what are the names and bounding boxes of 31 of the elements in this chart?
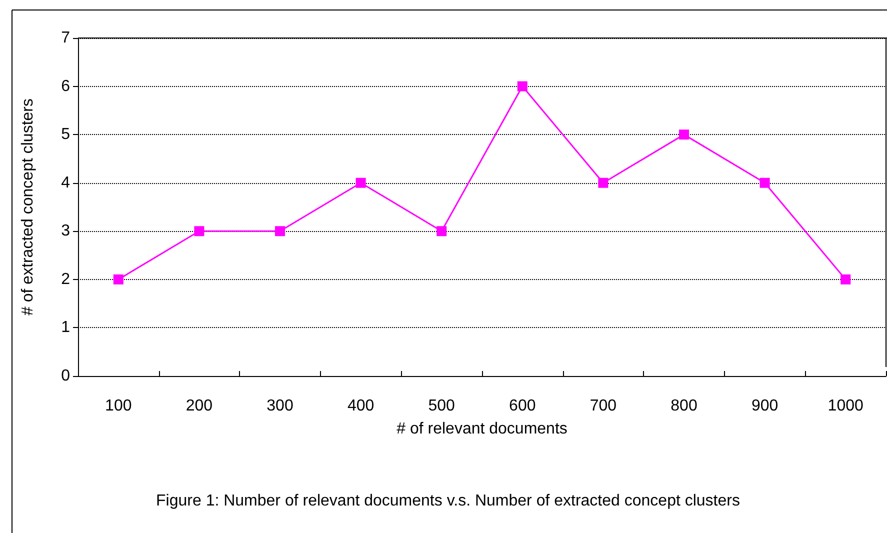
- x-tick-label: 800: [670, 398, 698, 414]
- point: [436, 226, 447, 236]
- x-axis-title: # of relevant documents: [396, 420, 568, 438]
- point: [275, 226, 285, 236]
- point: [598, 178, 608, 188]
- x-tick-label: 400: [347, 398, 374, 414]
- x-tick-label: 900: [751, 398, 778, 414]
- y-tick-label: 3: [61, 222, 70, 240]
- y-axis-title: # of extracted concept clusters: [20, 98, 36, 316]
- x-tick-label: 100: [105, 398, 132, 414]
- y-tick-label: 7: [61, 30, 70, 46]
- point: [760, 178, 770, 188]
- x-tick-label: 600: [509, 398, 536, 414]
- x-tick-label: 500: [428, 398, 456, 414]
- x-tick-label: 200: [186, 398, 213, 414]
- point: [194, 226, 204, 236]
- point: [679, 130, 689, 140]
- y-tick-label: 6: [61, 78, 70, 95]
- y-tick-label: 0: [61, 368, 70, 384]
- y-tick-label: 4: [61, 174, 70, 192]
- y-tick-label: 5: [61, 126, 70, 144]
- point: [113, 274, 124, 284]
- caption: Figure 1: Number of relevant documents v.s. Number of extracted concept clusters: [156, 492, 740, 510]
- point: [840, 274, 851, 284]
- point: [517, 81, 528, 92]
- x-tick-label: 1000: [828, 398, 864, 414]
- y-tick-label: 1: [61, 319, 70, 336]
- x-tick-label: 300: [266, 398, 294, 414]
- x-tick-label: 700: [590, 398, 617, 414]
- y-tick-label: 2: [61, 270, 70, 288]
- point: [356, 178, 366, 188]
